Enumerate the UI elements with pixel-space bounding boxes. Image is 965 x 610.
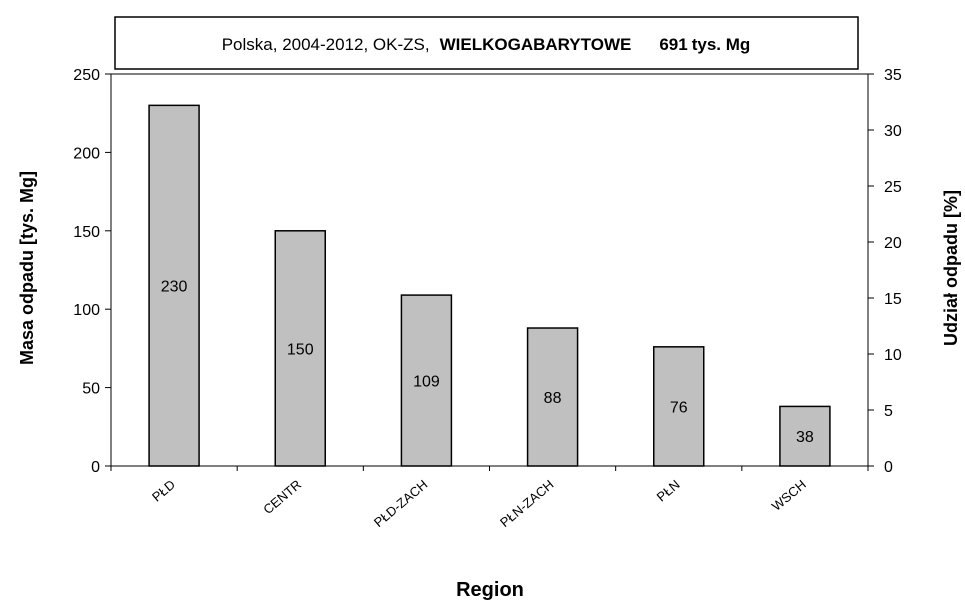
bar-value-label: 150 [287, 341, 314, 358]
y-tick-label: 250 [73, 67, 100, 84]
bar [400, 294, 453, 467]
bar-value-label: 38 [796, 429, 814, 446]
x-tick-label: PŁN [654, 477, 683, 505]
x-tick-label: PŁN-ZACH [497, 477, 556, 530]
y2-axis-title: Udział odpadu [%] [941, 190, 961, 346]
x-tick-label: PŁD-ZACH [371, 477, 430, 530]
bar-value-labels: 230 150 109 88 76 38 [161, 279, 814, 447]
y-tick-label: 50 [82, 381, 100, 398]
y2-tick-label: 10 [884, 347, 902, 364]
bar-value-label: 109 [413, 374, 440, 391]
y2-tick-label: 15 [884, 291, 902, 308]
x-axis-title: Region [456, 579, 524, 601]
x-tick-label: PŁD [149, 477, 178, 505]
header-category: WIELKOGABARYTOWE [440, 35, 632, 54]
x-axis: PŁD CENTR PŁD-ZACH PŁN-ZACH PŁN WSCH [110, 466, 869, 530]
bar [653, 346, 705, 467]
header-box: Polska, 2004-2012, OK-ZS, WIELKOGABARYTOW… [114, 16, 859, 70]
y-tick-label: 0 [91, 459, 100, 476]
bar-value-label: 88 [544, 390, 562, 407]
header-frame [114, 16, 859, 70]
header-total-unit: tys. Mg [692, 35, 751, 54]
bars [148, 104, 831, 467]
bar [526, 327, 579, 467]
x-tick-label: CENTR [260, 477, 304, 517]
y-axis-right: 0 5 10 15 20 25 30 35 [868, 67, 902, 476]
header-total: 691 [659, 35, 687, 54]
y-tick-label: 100 [73, 302, 100, 319]
y-tick-label: 200 [73, 145, 100, 162]
bar [148, 104, 200, 467]
header-title: Polska, 2004-2012, OK-ZS, WIELKOGABARYTOW… [222, 35, 751, 54]
y2-tick-label: 0 [884, 459, 893, 476]
y-axis-left: 0 50 100 150 200 250 [73, 67, 111, 476]
y2-tick-label: 35 [884, 67, 902, 84]
header-prefix: Polska, 2004-2012, OK-ZS, [222, 35, 430, 54]
plot-area [110, 73, 869, 467]
bar [779, 405, 831, 467]
y2-tick-label: 30 [884, 123, 902, 140]
y-axis-title: Masa odpadu [tys. Mg] [17, 171, 37, 365]
bar-value-label: 76 [670, 399, 688, 416]
bar-value-label: 230 [161, 279, 188, 296]
y-tick-label: 150 [73, 224, 100, 241]
bar [274, 230, 326, 467]
y2-tick-label: 5 [884, 403, 893, 420]
y2-tick-label: 25 [884, 179, 902, 196]
y2-tick-label: 20 [884, 235, 902, 252]
x-tick-label: WSCH [769, 477, 809, 514]
